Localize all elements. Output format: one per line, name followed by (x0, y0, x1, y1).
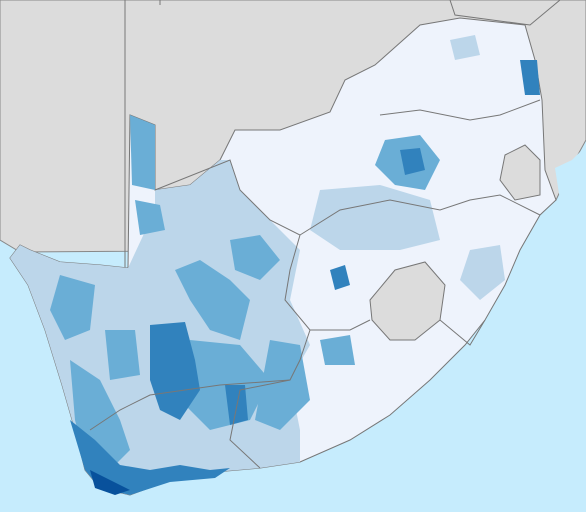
province-border (299, 194, 541, 236)
coast (555, 145, 586, 200)
medium-region (135, 200, 165, 235)
medium-region (105, 330, 140, 380)
province-border (379, 99, 541, 121)
medium-region (130, 115, 155, 190)
eswatini (499, 144, 541, 201)
dark-region (520, 60, 540, 95)
dark-region (400, 148, 425, 175)
light-region (450, 35, 480, 60)
province-border (310, 319, 371, 331)
medium-region (230, 235, 280, 280)
province-border (439, 319, 486, 346)
province-border (154, 159, 311, 469)
dark-region (330, 265, 350, 290)
medium-region (50, 275, 95, 340)
medium-region (175, 260, 250, 340)
light-region (310, 185, 440, 250)
medium-region (320, 335, 355, 365)
border (449, 0, 561, 26)
medium-region (255, 340, 310, 430)
dark-region (150, 322, 200, 420)
dark-region (70, 420, 230, 495)
darkest-region (90, 470, 130, 495)
province-border (89, 379, 291, 431)
light-region (460, 245, 505, 300)
